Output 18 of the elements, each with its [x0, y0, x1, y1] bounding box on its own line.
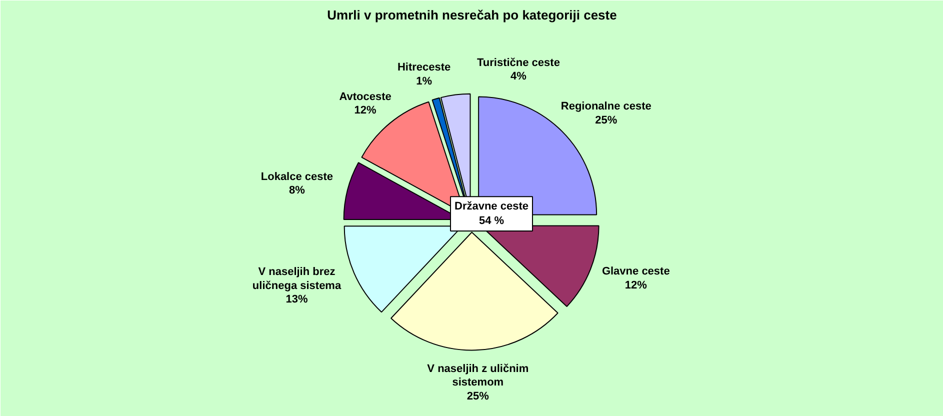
- data-label: 1%: [416, 75, 432, 88]
- data-label: 8%: [289, 184, 306, 197]
- slice-label: V naseljih brez uličnega sistema: [252, 266, 342, 292]
- chart-title: Umrli v prometnih nesrečah po kategoriji ceste: [327, 8, 617, 22]
- data-label: 4%: [510, 70, 527, 83]
- data-label: 25%: [466, 390, 490, 402]
- slice-label: Hitreceste: [397, 62, 451, 74]
- slice-label: Lokalce ceste: [260, 170, 334, 183]
- data-label: 13%: [286, 294, 308, 306]
- data-label: 12%: [354, 104, 377, 117]
- data-label: 25%: [595, 114, 618, 126]
- data-label: 12%: [624, 279, 648, 292]
- text: Državne ceste 54 %: [454, 200, 529, 228]
- slice-label: Regionalne ceste: [560, 100, 652, 113]
- slice-label: Avtoceste: [339, 90, 392, 103]
- slice-label: Turistične ceste: [477, 56, 560, 69]
- slice-label: V naseljih z uličnim sistemom: [427, 362, 529, 389]
- slice-label: Glavne ceste: [602, 266, 670, 278]
